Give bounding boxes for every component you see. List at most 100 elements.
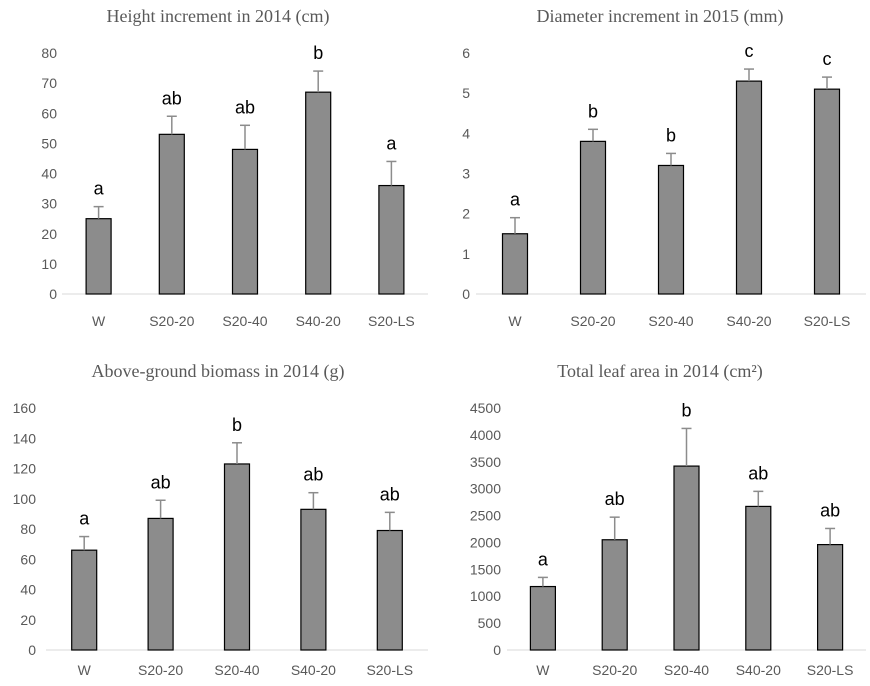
bar (529, 585, 557, 651)
chart-title: Above-ground biomass in 2014 (g) (92, 361, 345, 382)
y-tick-label: 0 (28, 642, 36, 658)
x-tick-label: S20-20 (149, 313, 194, 329)
y-tick-label: 120 (13, 461, 37, 477)
significance-label: a (94, 179, 105, 199)
x-tick-label: S40-20 (291, 662, 336, 678)
y-tick-label: 20 (20, 612, 36, 628)
y-tick-label: 160 (13, 400, 37, 416)
x-tick-label: S20-LS (807, 662, 854, 678)
y-tick-label: 1 (462, 246, 470, 262)
significance-label: b (232, 415, 242, 435)
significance-label: ab (748, 463, 768, 483)
x-tick-label: S40-20 (296, 313, 341, 329)
bar (735, 80, 763, 295)
x-tick-label: S40-20 (726, 313, 771, 329)
y-tick-label: 500 (478, 615, 502, 631)
bar (501, 233, 529, 295)
y-tick-label: 60 (20, 551, 36, 567)
bar (305, 91, 332, 295)
bar (147, 517, 174, 651)
bar (300, 508, 327, 651)
x-tick-label: S20-LS (804, 313, 851, 329)
y-tick-label: 20 (41, 226, 57, 242)
y-tick-label: 70 (41, 75, 57, 91)
bar (813, 88, 841, 295)
y-tick-label: 0 (462, 286, 470, 302)
significance-label: c (823, 49, 832, 69)
x-tick-label: W (508, 313, 522, 329)
x-tick-label: W (78, 662, 92, 678)
y-tick-label: 4000 (470, 427, 501, 443)
x-tick-label: S20-40 (648, 313, 693, 329)
x-tick-label: W (536, 662, 550, 678)
y-tick-label: 80 (20, 521, 36, 537)
bar (378, 184, 405, 295)
significance-label: ab (303, 465, 323, 485)
chart-panel-3: Above-ground biomass in 2014 (g) 0 20 40 60 8… (13, 361, 428, 678)
bar (71, 549, 98, 651)
y-tick-label: 40 (41, 166, 57, 182)
significance-label: ab (151, 472, 171, 492)
bar (376, 529, 403, 651)
significance-label: b (588, 101, 598, 121)
x-tick-label: S20-20 (138, 662, 183, 678)
y-tick-label: 6 (462, 45, 470, 61)
significance-label: a (510, 190, 521, 210)
bar (745, 505, 772, 651)
significance-label: ab (235, 97, 255, 117)
x-tick-label: S20-LS (368, 313, 415, 329)
y-tick-label: 3000 (470, 481, 501, 497)
y-tick-label: 4 (462, 125, 470, 141)
y-tick-label: 2000 (470, 534, 501, 550)
y-tick-label: 50 (41, 135, 57, 151)
y-tick-label: 80 (41, 45, 57, 61)
y-tick-label: 5 (462, 85, 470, 101)
bar (85, 218, 112, 295)
x-tick-label: W (92, 313, 106, 329)
y-tick-label: 40 (20, 582, 36, 598)
y-tick-label: 3 (462, 166, 470, 182)
y-tick-label: 100 (13, 491, 37, 507)
x-tick-label: S20-20 (570, 313, 615, 329)
significance-label: ab (162, 88, 182, 108)
y-tick-label: 10 (41, 256, 57, 272)
y-tick-label: 0 (49, 286, 57, 302)
significance-label: a (538, 549, 549, 569)
bar (579, 140, 607, 295)
y-tick-label: 30 (41, 196, 57, 212)
significance-label: b (681, 400, 691, 420)
chart-title: Diameter increment in 2015 (mm) (537, 6, 784, 27)
chart-title: Total leaf area in 2014 (cm²) (557, 361, 763, 382)
x-tick-label: S20-20 (592, 662, 637, 678)
y-tick-label: 1000 (470, 588, 501, 604)
chart-title: Height increment in 2014 (cm) (107, 6, 330, 27)
bar (673, 465, 700, 651)
significance-label: ab (820, 500, 840, 520)
y-tick-label: 2500 (470, 508, 501, 524)
bar (158, 133, 185, 295)
significance-label: a (79, 509, 90, 529)
y-tick-label: 3500 (470, 454, 501, 470)
bar (601, 539, 628, 651)
y-tick-label: 4500 (470, 400, 501, 416)
significance-label: b (666, 125, 676, 145)
bar (816, 543, 844, 651)
x-tick-label: S20-40 (214, 662, 259, 678)
x-tick-label: S20-40 (664, 662, 709, 678)
significance-label: a (386, 133, 397, 153)
y-tick-label: 60 (41, 105, 57, 121)
chart-panel-2: Diameter increment in 2015 (mm) 0 1 2 3 4 5 6 a W… (462, 6, 866, 329)
y-tick-label: 140 (13, 430, 37, 446)
bar (231, 148, 259, 295)
x-tick-label: S20-LS (366, 662, 413, 678)
significance-label: ab (605, 489, 625, 509)
significance-label: b (313, 43, 323, 63)
y-tick-label: 1500 (470, 561, 501, 577)
y-tick-label: 0 (493, 642, 501, 658)
chart-panel-4: Total leaf area in 2014 (cm²) 0 500 1000 150… (470, 361, 866, 678)
significance-label: c (745, 41, 754, 61)
x-tick-label: S20-40 (222, 313, 267, 329)
y-tick-label: 2 (462, 206, 470, 222)
bar (223, 463, 251, 651)
